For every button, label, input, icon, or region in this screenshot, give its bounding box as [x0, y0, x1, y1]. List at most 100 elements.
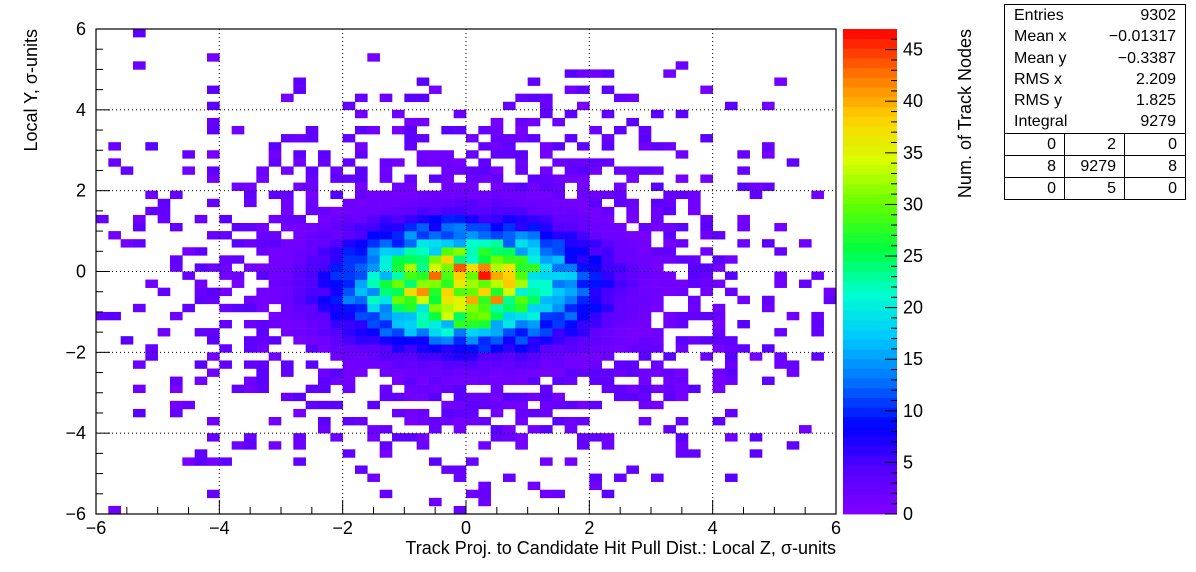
- heatmap-cell: [281, 320, 294, 329]
- heatmap-cell: [540, 166, 553, 175]
- heatmap-cell: [490, 190, 504, 200]
- heatmap-cell: [527, 190, 541, 200]
- heatmap-cell: [453, 352, 467, 361]
- heatmap-cell: [194, 376, 208, 385]
- heatmap-cell: [737, 166, 750, 175]
- colorbar-tick-label: 10: [903, 401, 923, 421]
- heatmap-cell: [170, 255, 183, 264]
- heatmap-cell: [774, 223, 787, 232]
- heatmap-cell: [589, 400, 602, 410]
- heatmap-cell: [170, 263, 183, 272]
- heatmap-cell: [231, 271, 245, 280]
- heatmap-cell: [700, 85, 713, 94]
- heatmap-cell: [133, 239, 146, 248]
- heatmap-cell: [515, 126, 528, 135]
- heatmap-cell: [441, 182, 454, 191]
- heatmap-cell: [453, 425, 467, 434]
- heatmap-cell: [614, 93, 627, 103]
- heatmap-cell: [379, 303, 393, 313]
- heatmap-cell: [638, 417, 652, 426]
- heatmap-cell: [663, 190, 676, 200]
- heatmap-cell: [712, 263, 726, 272]
- heatmap-cell: [490, 255, 504, 264]
- heatmap-cell: [404, 287, 417, 297]
- heatmap-cell: [392, 303, 405, 313]
- heatmap-cell: [256, 336, 269, 345]
- heatmap-cell: [577, 279, 590, 288]
- heatmap-cell: [601, 85, 615, 94]
- heatmap-cell: [268, 247, 282, 256]
- heatmap-cell: [503, 376, 516, 385]
- heatmap-cell: [281, 279, 294, 288]
- heatmap-cell: [478, 206, 491, 216]
- heatmap-cell: [416, 384, 430, 394]
- heatmap-cell: [453, 279, 467, 288]
- heatmap-cell: [145, 142, 158, 151]
- heatmap-cell: [503, 271, 516, 280]
- heatmap-cell: [392, 328, 405, 337]
- heatmap-cell: [540, 425, 553, 434]
- heatmap-cell: [577, 247, 590, 256]
- heatmap-cell: [577, 336, 590, 345]
- heatmap-cell: [626, 384, 639, 394]
- heatmap-cell: [552, 198, 565, 208]
- heatmap-cell: [170, 408, 183, 418]
- x-tick-label: 4: [708, 518, 718, 538]
- heatmap-cell: [564, 247, 578, 256]
- heatmap-cell: [577, 328, 590, 337]
- heatmap-cell: [675, 449, 689, 458]
- heatmap-cell: [281, 392, 294, 402]
- heatmap-cell: [762, 295, 775, 305]
- heatmap-cell: [564, 417, 578, 426]
- heatmap-cell: [589, 328, 602, 337]
- heatmap-cell: [503, 392, 516, 402]
- heatmap-cell: [244, 320, 257, 329]
- heatmap-cell: [527, 223, 541, 232]
- colorbar-segment: [843, 397, 897, 408]
- heatmap-cell: [601, 255, 615, 264]
- stats-label: Integral: [1014, 113, 1068, 131]
- colorbar-segment: [843, 87, 897, 98]
- heatmap-cell: [133, 360, 146, 369]
- colorbar-segment: [843, 387, 897, 398]
- colorbar-segment: [843, 329, 897, 340]
- heatmap-cell: [601, 311, 615, 321]
- heatmap-cell: [404, 392, 417, 402]
- heatmap-cell: [429, 158, 442, 167]
- heatmap-cell: [614, 247, 627, 256]
- heatmap-cell: [256, 320, 269, 329]
- heatmap-cell: [552, 344, 565, 353]
- heatmap-cell: [404, 295, 417, 305]
- heatmap-cell: [712, 231, 726, 240]
- heatmap-cell: [392, 190, 405, 200]
- heatmap-cell: [318, 263, 331, 272]
- heatmap-cell: [589, 279, 602, 288]
- heatmap-cell: [466, 223, 479, 232]
- heatmap-cell: [503, 223, 516, 232]
- heatmap-cell: [305, 311, 319, 321]
- heatmap-cell: [207, 417, 220, 426]
- heatmap-cell: [540, 311, 553, 321]
- heatmap-cell: [466, 271, 479, 280]
- heatmap-cell: [453, 360, 467, 369]
- heatmap-cell: [823, 287, 837, 297]
- heatmap-cell: [737, 344, 750, 353]
- heatmap-cell: [503, 190, 516, 200]
- heatmap-cell: [811, 328, 824, 337]
- heatmap-cell: [293, 223, 306, 232]
- heatmap-cell: [453, 198, 467, 208]
- heatmap-cell: [515, 263, 528, 272]
- heatmap-cell: [207, 174, 220, 183]
- heatmap-cell: [404, 93, 417, 103]
- heatmap-cell: [182, 150, 195, 159]
- heatmap-cell: [601, 142, 615, 151]
- colorbar-tick-label: 40: [903, 91, 923, 111]
- heatmap-cell: [675, 287, 689, 297]
- heatmap-cell: [342, 255, 356, 264]
- heatmap-cell: [305, 231, 319, 240]
- colorbar-segment: [843, 417, 897, 428]
- heatmap-cell: [231, 303, 245, 313]
- heatmap-cell: [675, 320, 689, 329]
- heatmap-cell: [404, 239, 417, 248]
- heatmap-cell: [527, 279, 541, 288]
